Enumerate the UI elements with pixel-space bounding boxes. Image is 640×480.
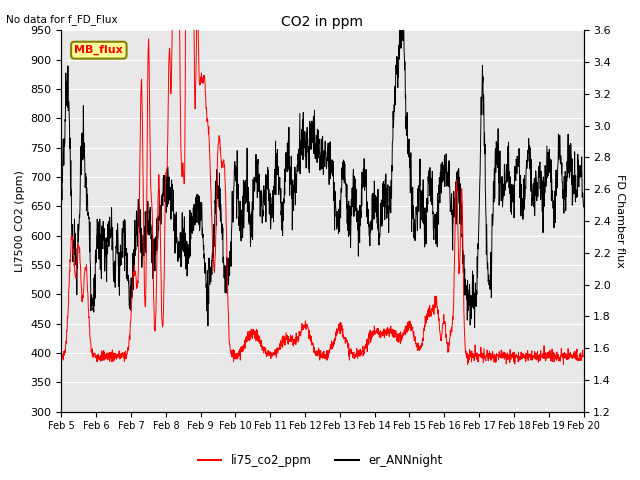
Text: No data for f_FD_Flux: No data for f_FD_Flux bbox=[6, 14, 118, 25]
Y-axis label: FD Chamber flux: FD Chamber flux bbox=[615, 174, 625, 268]
Text: MB_flux: MB_flux bbox=[74, 45, 124, 55]
Legend: li75_co2_ppm, er_ANNnight: li75_co2_ppm, er_ANNnight bbox=[193, 449, 447, 472]
Title: CO2 in ppm: CO2 in ppm bbox=[282, 15, 364, 29]
Y-axis label: LI7500 CO2 (ppm): LI7500 CO2 (ppm) bbox=[15, 170, 25, 272]
